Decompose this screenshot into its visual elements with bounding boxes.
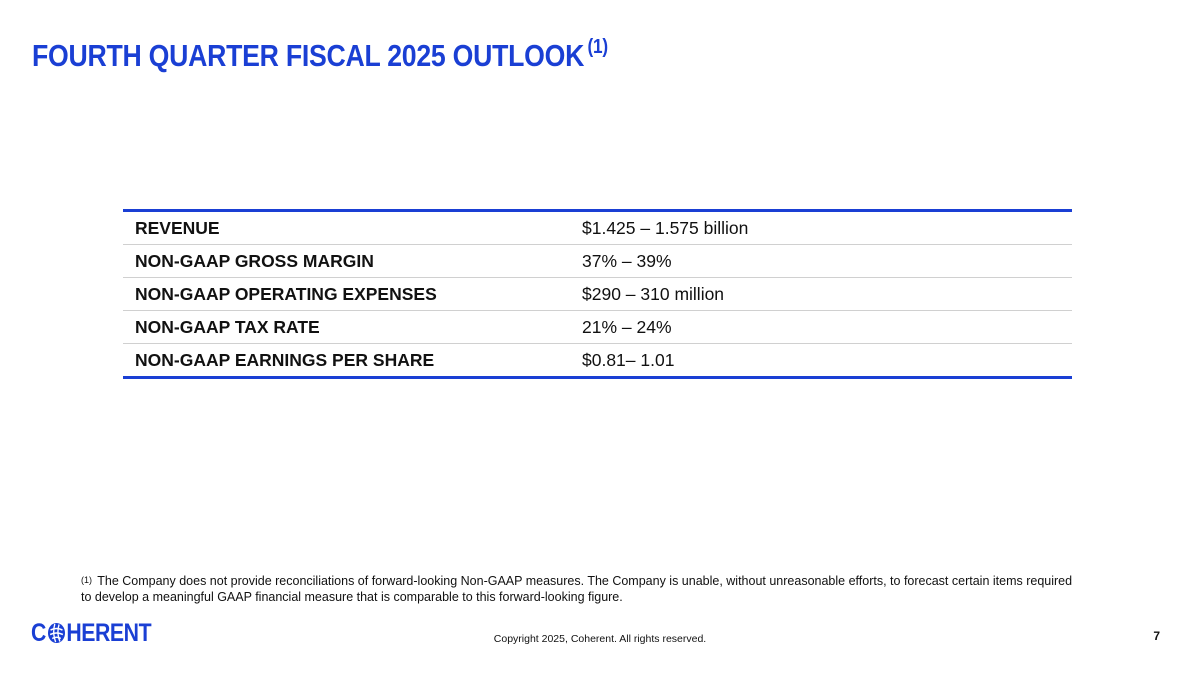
metric-value: $1.425 – 1.575 billion bbox=[570, 210, 1072, 245]
metric-value: $290 – 310 million bbox=[570, 277, 1072, 311]
outlook-table: REVENUE $1.425 – 1.575 billion NON-GAAP … bbox=[123, 209, 1072, 379]
footnote: (1) The Company does not provide reconci… bbox=[81, 573, 1081, 605]
table-row: NON-GAAP GROSS MARGIN 37% – 39% bbox=[123, 244, 1072, 278]
metric-label: NON-GAAP OPERATING EXPENSES bbox=[123, 277, 570, 311]
metric-label: NON-GAAP TAX RATE bbox=[123, 310, 570, 344]
logo-letters-herent: HERENT bbox=[66, 618, 152, 647]
page-number: 7 bbox=[1153, 629, 1160, 643]
table-row: NON-GAAP OPERATING EXPENSES $290 – 310 m… bbox=[123, 277, 1072, 311]
footnote-mark: (1) bbox=[81, 575, 92, 585]
table-row: REVENUE $1.425 – 1.575 billion bbox=[123, 210, 1072, 245]
table-row: NON-GAAP EARNINGS PER SHARE $0.81– 1.01 bbox=[123, 344, 1072, 378]
metric-value: 21% – 24% bbox=[570, 310, 1072, 344]
metric-label: REVENUE bbox=[123, 210, 570, 245]
metric-value: 37% – 39% bbox=[570, 244, 1072, 278]
metric-label: NON-GAAP GROSS MARGIN bbox=[123, 244, 570, 278]
copyright-notice: Copyright 2025, Coherent. All rights res… bbox=[493, 633, 707, 645]
slide-title: FOURTH QUARTER FISCAL 2025 OUTLOOK (1) bbox=[32, 36, 609, 74]
metric-value: $0.81– 1.01 bbox=[582, 349, 675, 370]
footnote-text: The Company does not provide reconciliat… bbox=[81, 574, 1073, 604]
company-logo: C HERENT bbox=[31, 619, 172, 647]
title-footnote-mark: (1) bbox=[587, 36, 609, 58]
slide-title-text: FOURTH QUARTER FISCAL 2025 OUTLOOK bbox=[32, 38, 585, 73]
globe-o-icon bbox=[47, 623, 65, 643]
metric-label: NON-GAAP EARNINGS PER SHARE bbox=[135, 349, 435, 370]
table-row: NON-GAAP TAX RATE 21% – 24% bbox=[123, 310, 1072, 344]
logo-letter-c: C bbox=[31, 618, 46, 647]
logo-wordmark: C HERENT bbox=[31, 618, 152, 648]
